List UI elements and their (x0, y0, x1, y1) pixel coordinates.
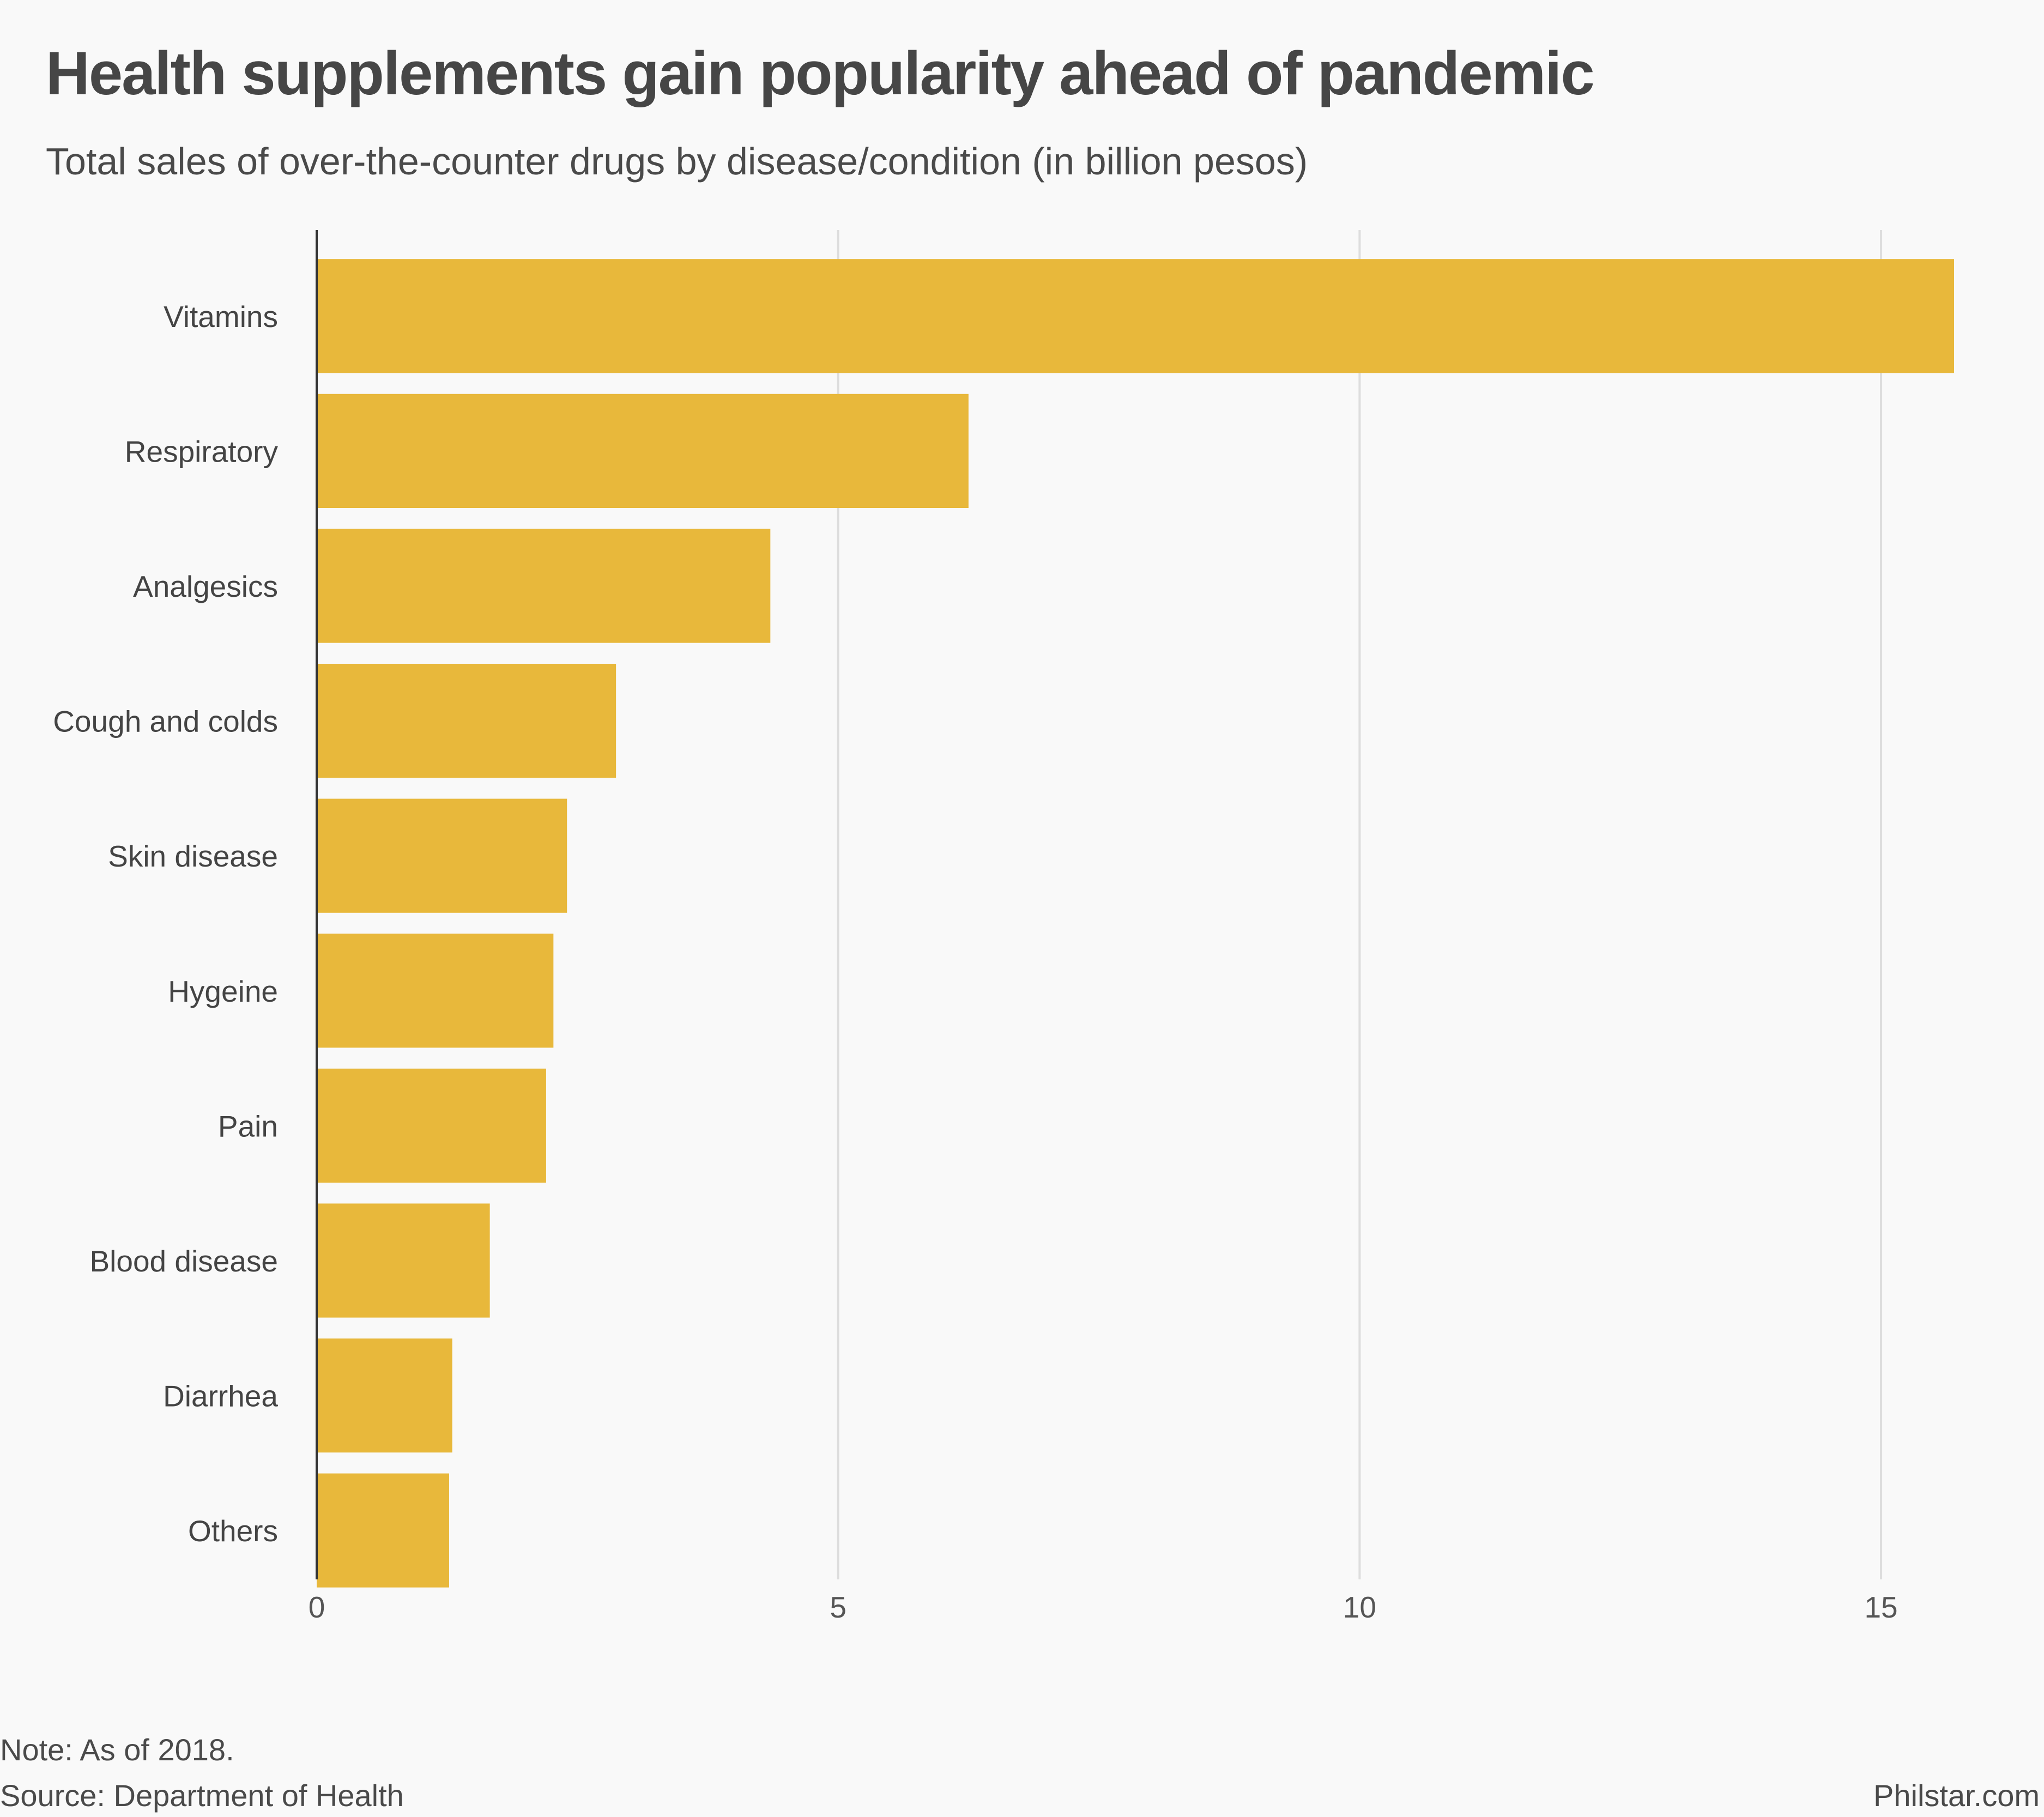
bar (317, 393, 969, 508)
category-label: Analgesics (133, 570, 278, 603)
category-label: Vitamins (164, 300, 278, 334)
chart-title: Health supplements gain popularity ahead… (46, 39, 1595, 107)
bar (317, 934, 554, 1048)
category-label: Hygeine (168, 974, 278, 1008)
category-label: Blood disease (89, 1244, 278, 1278)
x-tick-label: 0 (309, 1590, 325, 1624)
category-label: Others (188, 1514, 278, 1548)
bar (317, 1068, 546, 1183)
footer-source: Source: Department of Health (0, 1778, 404, 1813)
category-label: Respiratory (125, 434, 279, 468)
category-label: Pain (218, 1109, 278, 1143)
bar (317, 1473, 449, 1588)
bars (317, 259, 1954, 1588)
bar (317, 798, 567, 913)
x-tick-label: 15 (1864, 1590, 1897, 1624)
category-label: Diarrhea (163, 1379, 278, 1413)
chart-subtitle: Total sales of over-the-counter drugs by… (46, 140, 1308, 183)
x-tick-label: 10 (1343, 1590, 1376, 1624)
category-label: Cough and colds (53, 705, 278, 738)
footer-credit: Philstar.com (1873, 1778, 2040, 1813)
category-labels: Vitamins Respiratory Analgesics Cough and c… (53, 300, 278, 1548)
bar (317, 1338, 452, 1453)
category-label: Skin disease (108, 839, 278, 873)
bar (317, 259, 1954, 373)
x-tick-label: 5 (830, 1590, 846, 1624)
gridlines (837, 230, 1883, 1579)
bar (317, 663, 616, 778)
footer-note: Note: As of 2018. (0, 1733, 234, 1767)
x-tick-labels: 0 5 10 15 (309, 1590, 1898, 1624)
bar (317, 1203, 490, 1318)
bar (317, 529, 771, 643)
